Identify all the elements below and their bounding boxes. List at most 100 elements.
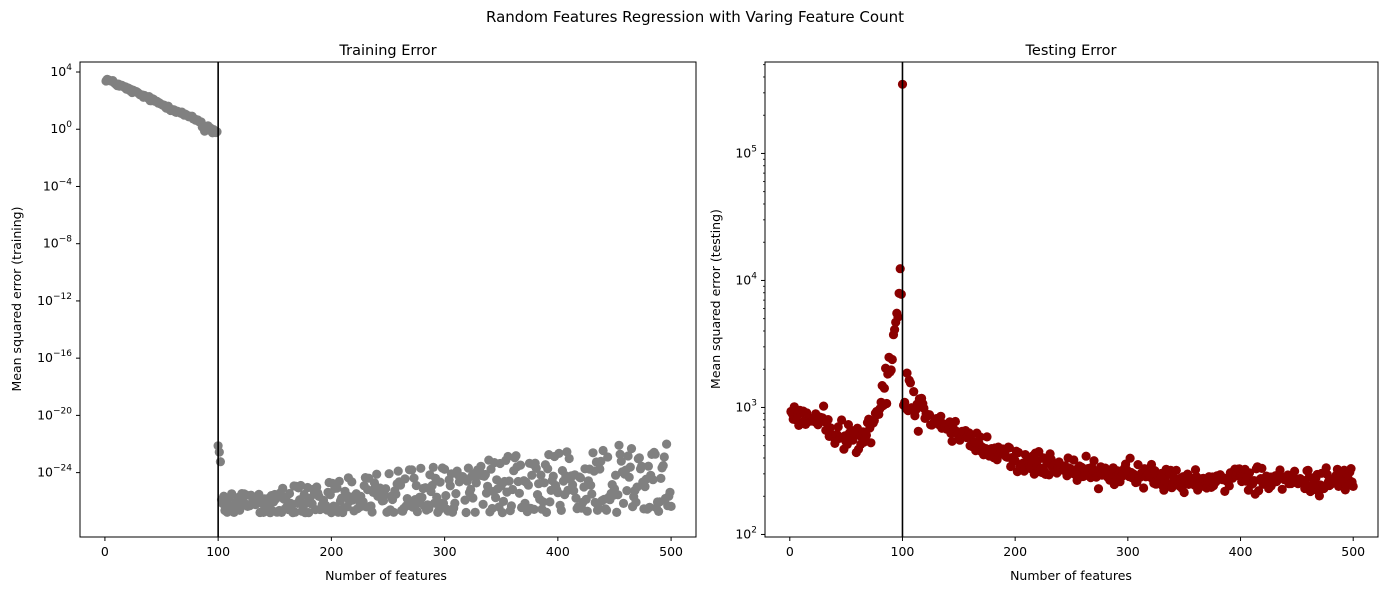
y-tick-label: 104 — [735, 271, 757, 287]
x-tick-label: 0 — [786, 544, 794, 559]
training-plot-frame — [79, 61, 697, 538]
scatter-point — [451, 489, 461, 499]
y-tick-label: 104 — [50, 63, 72, 79]
scatter-point — [1257, 463, 1267, 473]
scatter-point — [1290, 466, 1300, 476]
scatter-point — [507, 484, 518, 495]
scatter-point — [511, 451, 521, 461]
scatter-point — [498, 496, 509, 506]
scatter-point — [497, 507, 507, 518]
scatter-point — [372, 469, 382, 479]
scatter-point — [214, 447, 224, 457]
scatter-point — [416, 463, 426, 473]
scatter-point — [666, 501, 676, 511]
scatter-point — [611, 470, 621, 480]
scatter-point — [468, 493, 478, 503]
scatter-point — [1125, 453, 1135, 463]
scatter-point — [284, 488, 295, 499]
scatter-point — [548, 471, 558, 481]
training-axis-ticks: 0 100 200 300 400 500 104 100 10−4 10−8 10−12 10−16… — [37, 63, 683, 559]
scatter-point — [531, 463, 541, 473]
testing-error-panel: Testing Error Number of features Mean sq… — [708, 43, 1379, 583]
scatter-point — [893, 312, 903, 322]
scatter-point — [428, 462, 438, 472]
scatter-point — [586, 480, 596, 490]
scatter-point — [367, 507, 377, 517]
scatter-point — [434, 505, 444, 515]
x-tick-label: 500 — [659, 544, 683, 559]
y-tick-label: 10−24 — [37, 464, 72, 480]
scatter-point — [514, 488, 525, 498]
scatter-point — [417, 492, 427, 502]
scatter-point — [554, 448, 564, 458]
scatter-point — [823, 415, 833, 425]
scatter-point — [1190, 465, 1201, 475]
scatter-point — [215, 457, 225, 467]
scatter-point — [975, 432, 985, 442]
scatter-point — [445, 481, 455, 491]
scatter-point — [1069, 455, 1079, 465]
scatter-point — [523, 480, 534, 490]
scatter-point — [882, 398, 892, 409]
x-tick-label: 500 — [1341, 544, 1365, 559]
testing-chart-title: Testing Error — [1025, 43, 1117, 59]
scatter-point — [643, 461, 654, 471]
scatter-point — [896, 289, 906, 299]
scatter-point — [648, 475, 658, 485]
scatter-point — [879, 383, 890, 393]
scatter-point — [637, 461, 647, 471]
scatter-point — [595, 464, 605, 474]
scatter-point — [212, 127, 222, 137]
scatter-point — [463, 463, 473, 473]
scatter-point — [587, 489, 597, 499]
x-tick-label: 100 — [891, 544, 915, 559]
scatter-point — [407, 465, 417, 475]
scatter-point — [1179, 487, 1189, 498]
scatter-point — [861, 430, 872, 440]
x-tick-label: 400 — [546, 544, 570, 559]
scatter-point — [1254, 486, 1264, 496]
scatter-point — [1089, 456, 1099, 466]
scatter-point — [381, 484, 391, 494]
scatter-point — [662, 439, 672, 449]
scatter-point — [614, 440, 624, 450]
scatter-point — [895, 264, 905, 274]
scatter-point — [909, 387, 919, 397]
scatter-point — [515, 460, 526, 470]
scatter-point — [603, 452, 613, 462]
scatter-point — [384, 469, 394, 479]
scatter-point — [541, 507, 552, 517]
scatter-point — [538, 497, 548, 507]
scatter-point — [1277, 484, 1287, 494]
scatter-point — [936, 411, 946, 421]
y-tick-label: 10−8 — [43, 235, 72, 251]
scatter-point — [1301, 479, 1311, 489]
scatter-point — [460, 495, 470, 505]
scatter-point — [1044, 470, 1054, 480]
scatter-point — [278, 483, 288, 493]
scatter-point — [598, 445, 608, 456]
scatter-point — [461, 507, 471, 518]
x-tick-label: 200 — [1003, 544, 1027, 559]
x-tick-label: 400 — [1229, 544, 1253, 559]
scatter-point — [1348, 481, 1358, 491]
scatter-point — [596, 456, 606, 466]
scatter-point — [645, 502, 655, 512]
scatter-point — [427, 480, 437, 491]
scatter-point — [440, 464, 450, 474]
scatter-point — [819, 401, 829, 411]
figure-suptitle: Random Features Regression with Varing F… — [486, 8, 904, 26]
scatter-point — [616, 456, 626, 466]
x-tick-label: 0 — [101, 544, 109, 559]
scatter-point — [543, 464, 553, 474]
scatter-point — [1171, 465, 1181, 475]
scatter-point — [334, 476, 344, 486]
scatter-point — [441, 491, 451, 501]
scatter-point — [347, 477, 357, 487]
scatter-point — [618, 498, 629, 508]
scatter-point — [887, 354, 897, 365]
scatter-point — [389, 507, 399, 517]
scatter-point — [654, 506, 664, 516]
scatter-point — [1314, 491, 1324, 501]
